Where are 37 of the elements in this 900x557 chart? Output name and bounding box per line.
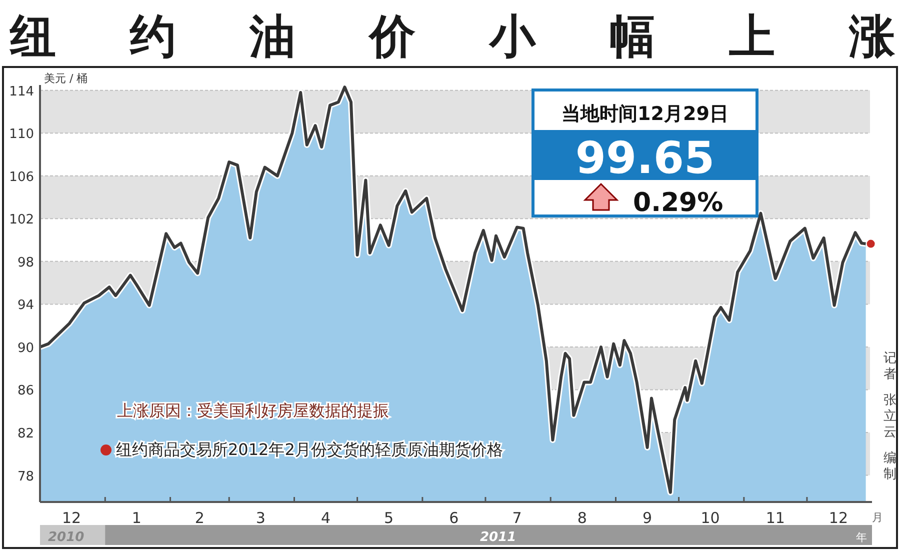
y-tick-label: 82	[17, 426, 34, 442]
y-axis-title: 美元 / 桶	[44, 72, 88, 85]
y-tick-label: 102	[9, 212, 34, 228]
y-tick-label: 94	[17, 298, 34, 314]
y-tick-label: 106	[9, 170, 34, 185]
y-tick-label: 114	[9, 84, 34, 100]
legend: 纽约商品交易所2012年2月份交货的轻质原油期货价格	[100, 440, 503, 459]
y-tick-label: 86	[17, 384, 34, 399]
x-tick-label: 3	[256, 509, 266, 527]
x-tick-label: 4	[321, 509, 331, 527]
x-tick-label: 7	[512, 509, 522, 527]
annotation: 上涨原因：受美国利好房屋数据的提振	[117, 401, 389, 420]
x-axis-title: 月	[872, 511, 883, 524]
text: 2011	[480, 530, 516, 545]
annotation: 99.65	[575, 133, 715, 184]
x-tick-label: 9	[642, 509, 652, 527]
text: 张立云	[884, 393, 896, 440]
chart-title: 纽约油价小幅上涨	[9, 9, 896, 63]
text: 2010	[48, 530, 84, 545]
annotation: 当地时间12月29日	[562, 103, 728, 125]
annotation: 0.29%	[633, 188, 724, 218]
x-tick-label: 12	[62, 509, 82, 527]
x-tick-label: 6	[449, 509, 459, 527]
x-tick-label: 5	[384, 509, 394, 527]
x-tick-label: 8	[577, 509, 587, 527]
x-tick-label: 2	[194, 509, 204, 527]
text: 记者	[884, 351, 896, 382]
x-tick-label: 11	[766, 509, 785, 527]
y-tick-label: 90	[17, 340, 34, 356]
text: 编制	[884, 451, 896, 482]
y-tick-label: 110	[9, 127, 34, 142]
x-tick-label: 1	[132, 509, 142, 527]
y-tick-label: 78	[17, 469, 34, 484]
x-tick-label: 10	[700, 509, 720, 527]
x-tick-label: 12	[828, 509, 848, 527]
y-tick-label: 98	[17, 255, 34, 270]
text: 年	[856, 531, 867, 544]
